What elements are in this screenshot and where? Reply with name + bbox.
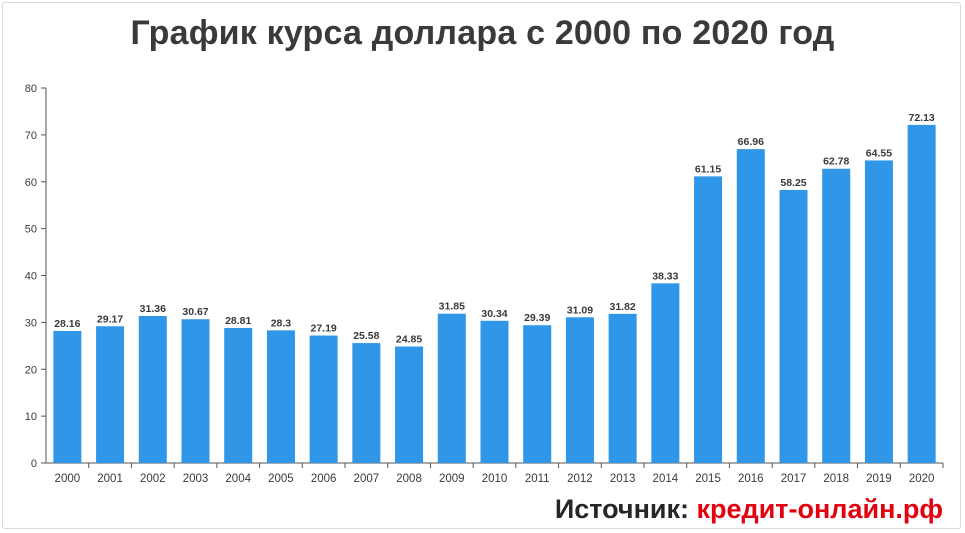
chart-title: График курса доллара с 2000 по 2020 год bbox=[130, 14, 835, 52]
bar-2019 bbox=[864, 160, 893, 463]
bar-2020 bbox=[907, 124, 936, 463]
bar-2009 bbox=[437, 313, 466, 463]
data-label-2017: 58.25 bbox=[780, 177, 806, 189]
x-tick-label-2010: 2010 bbox=[482, 473, 508, 485]
source-credit: Источник: кредит-онлайн.рф bbox=[555, 494, 943, 525]
bar-2005 bbox=[266, 330, 295, 463]
bar-2002 bbox=[138, 316, 167, 463]
bar-2004 bbox=[224, 327, 253, 463]
source-label: Источник: bbox=[554, 494, 690, 524]
x-tick-label-2008: 2008 bbox=[396, 473, 422, 485]
x-tick-label-2003: 2003 bbox=[183, 473, 209, 485]
x-tick-label-2006: 2006 bbox=[311, 473, 337, 485]
data-label-2012: 31.09 bbox=[567, 304, 593, 316]
y-tick-label: 40 bbox=[25, 271, 37, 283]
bar-2001 bbox=[96, 326, 125, 463]
y-tick-label: 10 bbox=[25, 411, 37, 423]
data-label-2015: 61.15 bbox=[695, 163, 721, 175]
x-tick-label-2013: 2013 bbox=[610, 473, 636, 485]
bar-2006 bbox=[309, 335, 338, 463]
x-tick-label-2007: 2007 bbox=[354, 473, 380, 485]
data-label-2007: 25.58 bbox=[353, 330, 379, 342]
bar-2018 bbox=[822, 168, 851, 463]
x-tick-label-2002: 2002 bbox=[140, 473, 166, 485]
data-label-2006: 27.19 bbox=[311, 323, 337, 335]
data-label-2020: 72.13 bbox=[909, 112, 935, 124]
data-label-2013: 31.82 bbox=[610, 301, 636, 313]
y-tick-label: 20 bbox=[25, 364, 37, 376]
data-label-2005: 28.3 bbox=[271, 317, 292, 329]
data-label-2018: 62.78 bbox=[823, 156, 849, 168]
x-tick-label-2018: 2018 bbox=[823, 473, 849, 485]
x-tick-label-2015: 2015 bbox=[695, 473, 721, 485]
data-label-2009: 31.85 bbox=[439, 301, 465, 313]
y-tick-label: 80 bbox=[25, 83, 37, 95]
y-tick-label: 60 bbox=[25, 177, 37, 189]
source-link[interactable]: кредит-онлайн.рф bbox=[696, 494, 943, 524]
data-label-2016: 66.96 bbox=[738, 136, 764, 148]
x-tick-label-2016: 2016 bbox=[738, 473, 764, 485]
x-tick-label-2011: 2011 bbox=[525, 473, 550, 485]
bar-2010 bbox=[480, 320, 509, 463]
x-tick-label-2009: 2009 bbox=[439, 473, 465, 485]
data-label-2004: 28.81 bbox=[225, 315, 251, 327]
bar-2013 bbox=[608, 313, 637, 463]
bar-2007 bbox=[352, 343, 381, 463]
bar-2015 bbox=[694, 176, 723, 463]
x-tick-label-2014: 2014 bbox=[653, 473, 679, 485]
bar-2012 bbox=[565, 317, 594, 463]
x-tick-label-2001: 2001 bbox=[97, 473, 123, 485]
y-tick-label: 0 bbox=[31, 458, 37, 470]
data-label-2001: 29.17 bbox=[97, 313, 123, 325]
x-tick-label-2020: 2020 bbox=[909, 473, 935, 485]
data-label-2003: 30.67 bbox=[182, 306, 208, 318]
x-tick-label-2012: 2012 bbox=[567, 473, 593, 485]
data-label-2008: 24.85 bbox=[396, 334, 422, 346]
data-label-2014: 38.33 bbox=[652, 270, 678, 282]
y-tick-label: 50 bbox=[25, 224, 37, 236]
data-label-2002: 31.36 bbox=[140, 303, 166, 315]
data-label-2019: 64.55 bbox=[866, 147, 892, 159]
bar-2016 bbox=[736, 149, 765, 463]
x-tick-label-2005: 2005 bbox=[268, 473, 294, 485]
bar-2017 bbox=[779, 189, 808, 463]
y-tick-label: 70 bbox=[25, 130, 37, 142]
bar-2000 bbox=[53, 331, 82, 463]
y-tick-label: 30 bbox=[25, 317, 37, 329]
data-label-2000: 28.16 bbox=[54, 318, 80, 330]
data-label-2010: 30.34 bbox=[481, 308, 507, 320]
bar-2008 bbox=[395, 346, 424, 463]
x-tick-label-2019: 2019 bbox=[866, 473, 892, 485]
x-tick-label-2017: 2017 bbox=[781, 473, 807, 485]
bar-2003 bbox=[181, 319, 210, 463]
bar-2014 bbox=[651, 283, 680, 463]
data-label-2011: 29.39 bbox=[524, 312, 550, 324]
x-tick-label-2004: 2004 bbox=[225, 473, 251, 485]
x-tick-label-2000: 2000 bbox=[55, 473, 81, 485]
bar-2011 bbox=[523, 325, 552, 463]
